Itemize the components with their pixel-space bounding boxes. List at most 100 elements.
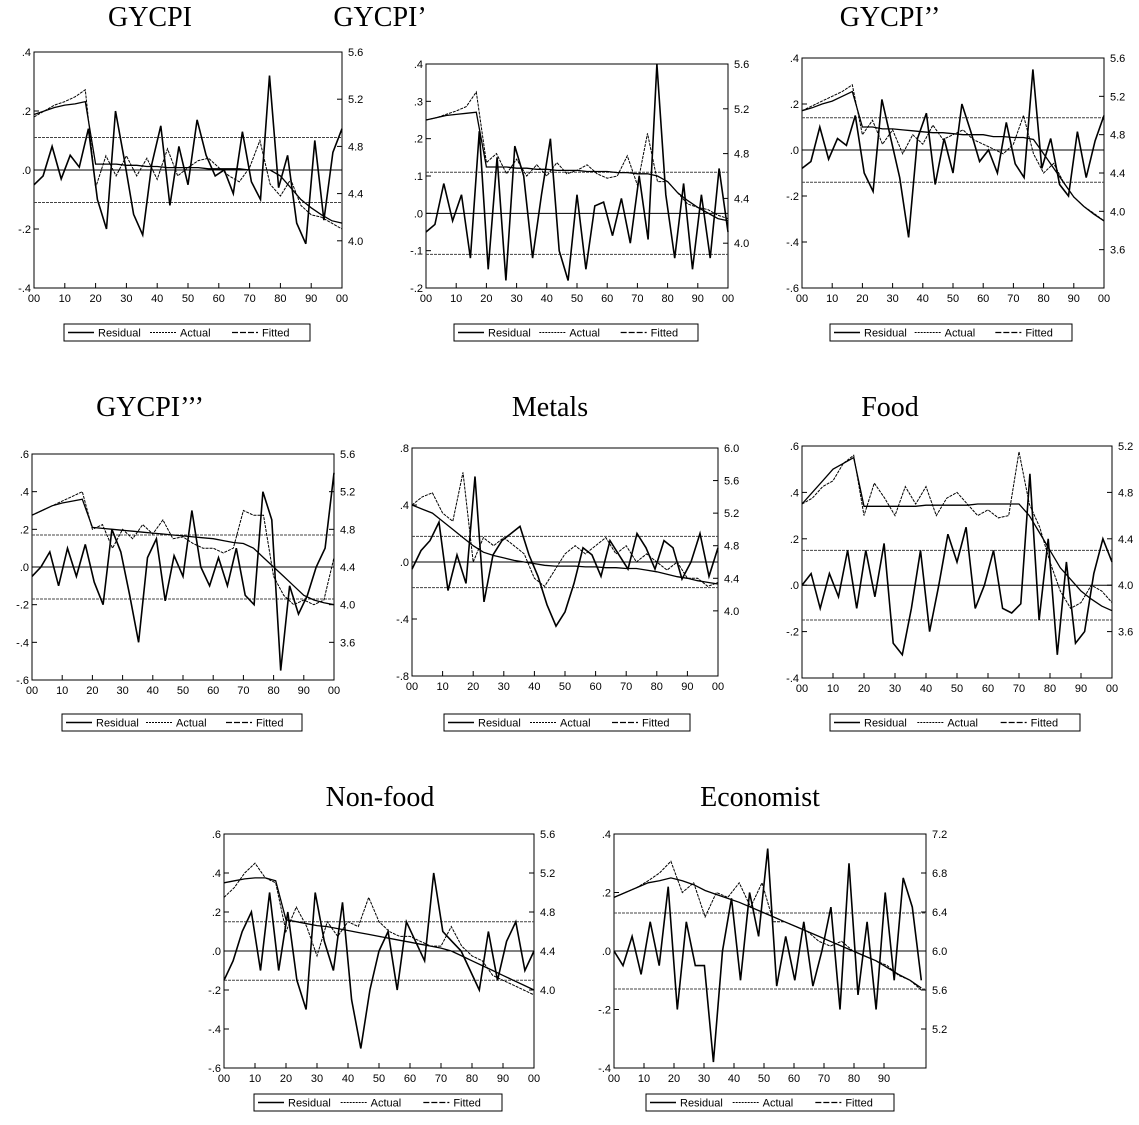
x-tick-label: 50 bbox=[373, 1073, 385, 1085]
fitted-series bbox=[411, 504, 719, 585]
legend-label: Actual bbox=[947, 718, 978, 730]
legend-label: Fitted bbox=[845, 1098, 873, 1110]
chart-title: Food bbox=[861, 392, 919, 423]
x-tick-label: 10 bbox=[59, 293, 71, 305]
x-tick-label: 70 bbox=[237, 685, 249, 697]
residual-series bbox=[425, 63, 729, 281]
right-tick-label: 6.8 bbox=[932, 868, 947, 880]
chart-svg: .8 .4 .0 -.4 -.8 6.0 5.6 5.2 4.8 4.4 4.0 00 10 20 30 40… bbox=[396, 443, 739, 732]
legend-label: Residual bbox=[96, 718, 139, 730]
x-tick-label: 70 bbox=[435, 1073, 447, 1085]
chart-svg: .4 .2 .0 -.2 -.4 5.6 5.2 4.8 4.4 4.0 00 10 20 30 40 50 6… bbox=[18, 47, 363, 342]
x-tick-label: 90 bbox=[305, 293, 317, 305]
chart-svg: .4 .2 .0 -.2 -.4 -.6 5.6 5.2 4.8 4.4 4.0 3.6 00 10 20 3… bbox=[786, 53, 1125, 342]
left-tick-label: .6 bbox=[212, 829, 221, 841]
right-tick-label: 4.8 bbox=[734, 149, 749, 161]
residual-series bbox=[801, 473, 1113, 657]
x-tick-label: 80 bbox=[1044, 683, 1056, 695]
x-tick-label: 50 bbox=[559, 681, 571, 693]
legend-label: Fitted bbox=[1025, 328, 1053, 340]
right-tick-label: 4.4 bbox=[1110, 168, 1125, 180]
residual-series bbox=[801, 69, 1105, 238]
residual-series bbox=[31, 472, 335, 671]
x-tick-label: 60 bbox=[977, 293, 989, 305]
legend-label: Residual bbox=[864, 328, 907, 340]
chart-svg: .6 .4 .2 .0 -.2 -.4 5.2 4.8 4.4 4.0 3.6 00 10 20 30 40 5… bbox=[786, 441, 1133, 732]
legend-label: Fitted bbox=[453, 1098, 481, 1110]
x-tick-label: 70 bbox=[631, 293, 643, 305]
legend-label: Actual bbox=[176, 718, 207, 730]
left-tick-label: -.8 bbox=[396, 671, 409, 683]
x-tick-label: 10 bbox=[436, 681, 448, 693]
left-tick-label: .4 bbox=[22, 47, 31, 59]
right-tick-label: 4.0 bbox=[724, 606, 739, 618]
fitted-series bbox=[801, 90, 1105, 222]
left-tick-label: .4 bbox=[790, 53, 799, 65]
left-tick-label: .4 bbox=[790, 487, 799, 499]
x-tick-label: 00 bbox=[712, 681, 724, 693]
chart-title: GYCPI’ bbox=[333, 2, 427, 33]
x-tick-label: 60 bbox=[213, 293, 225, 305]
x-tick-label: 70 bbox=[620, 681, 632, 693]
chart-panel: Non-food .6 .4 .2 .0 -.2 -.4 -.6 5.6 5.2 4.8 4.4 4.… bbox=[0, 780, 760, 1125]
chart-panel: GYCPI’ .4 .3 .2 .1 .0 -.1 -.2 5.6 5.2 4.8 4.4 4.0 00… bbox=[0, 0, 760, 360]
left-tick-label: .4 bbox=[414, 59, 423, 71]
x-tick-label: 00 bbox=[420, 293, 432, 305]
left-tick-label: -.4 bbox=[208, 1024, 221, 1036]
left-tick-label: -.2 bbox=[786, 627, 799, 639]
legend-box bbox=[829, 323, 1073, 342]
right-tick-label: 6.0 bbox=[724, 443, 739, 455]
right-tick-label: 4.0 bbox=[1118, 580, 1133, 592]
x-tick-label: 00 bbox=[796, 293, 808, 305]
right-tick-label: 4.4 bbox=[1118, 534, 1133, 546]
right-tick-label: 4.4 bbox=[734, 193, 749, 205]
actual-series bbox=[801, 83, 1105, 222]
x-tick-label: 40 bbox=[342, 1073, 354, 1085]
x-tick-label: 80 bbox=[267, 685, 279, 697]
right-tick-label: 5.2 bbox=[540, 868, 555, 880]
x-tick-label: 30 bbox=[116, 685, 128, 697]
x-tick-label: 60 bbox=[982, 683, 994, 695]
x-tick-label: 60 bbox=[404, 1073, 416, 1085]
left-tick-label: -.4 bbox=[786, 237, 799, 249]
x-tick-label: 80 bbox=[848, 1073, 860, 1085]
x-tick-label: 10 bbox=[249, 1073, 261, 1085]
legend-box bbox=[253, 1093, 503, 1112]
right-tick-label: 5.6 bbox=[932, 985, 947, 997]
left-tick-label: .6 bbox=[20, 449, 29, 461]
x-tick-label: 80 bbox=[651, 681, 663, 693]
x-tick-label: 50 bbox=[758, 1073, 770, 1085]
left-tick-label: .2 bbox=[212, 907, 221, 919]
right-tick-label: 5.2 bbox=[340, 487, 355, 499]
left-tick-label: .2 bbox=[602, 888, 611, 900]
x-tick-label: 30 bbox=[889, 683, 901, 695]
x-tick-label: 20 bbox=[856, 293, 868, 305]
chart-panel: Food .6 .4 .2 .0 -.2 -.4 5.2 4.8 4.4 4.0 3.6 00 10 20… bbox=[0, 390, 1139, 750]
left-tick-label: .6 bbox=[790, 441, 799, 453]
x-tick-label: 30 bbox=[498, 681, 510, 693]
legend-box bbox=[443, 713, 691, 732]
x-tick-label: 40 bbox=[151, 293, 163, 305]
x-tick-label: 60 bbox=[207, 685, 219, 697]
x-tick-label: 50 bbox=[947, 293, 959, 305]
x-tick-label: 90 bbox=[692, 293, 704, 305]
legend-box bbox=[453, 323, 699, 342]
legend-label: Residual bbox=[98, 328, 141, 340]
x-tick-label: 00 bbox=[218, 1073, 230, 1085]
right-tick-label: 3.6 bbox=[1118, 627, 1133, 639]
left-tick-label: -.2 bbox=[16, 600, 29, 612]
x-tick-label: 00 bbox=[328, 685, 340, 697]
x-tick-label: 50 bbox=[177, 685, 189, 697]
fitted-series bbox=[801, 456, 1113, 612]
left-tick-label: .4 bbox=[212, 868, 221, 880]
x-tick-label: 70 bbox=[1007, 293, 1019, 305]
left-tick-label: .0 bbox=[790, 145, 799, 157]
x-tick-label: 70 bbox=[1013, 683, 1025, 695]
left-tick-label: .2 bbox=[790, 534, 799, 546]
right-tick-label: 4.0 bbox=[348, 236, 363, 248]
x-tick-label: 60 bbox=[601, 293, 613, 305]
right-tick-label: 4.4 bbox=[348, 189, 363, 201]
right-tick-label: 5.2 bbox=[1110, 91, 1125, 103]
x-tick-label: 00 bbox=[528, 1073, 540, 1085]
x-tick-label: 90 bbox=[497, 1073, 509, 1085]
